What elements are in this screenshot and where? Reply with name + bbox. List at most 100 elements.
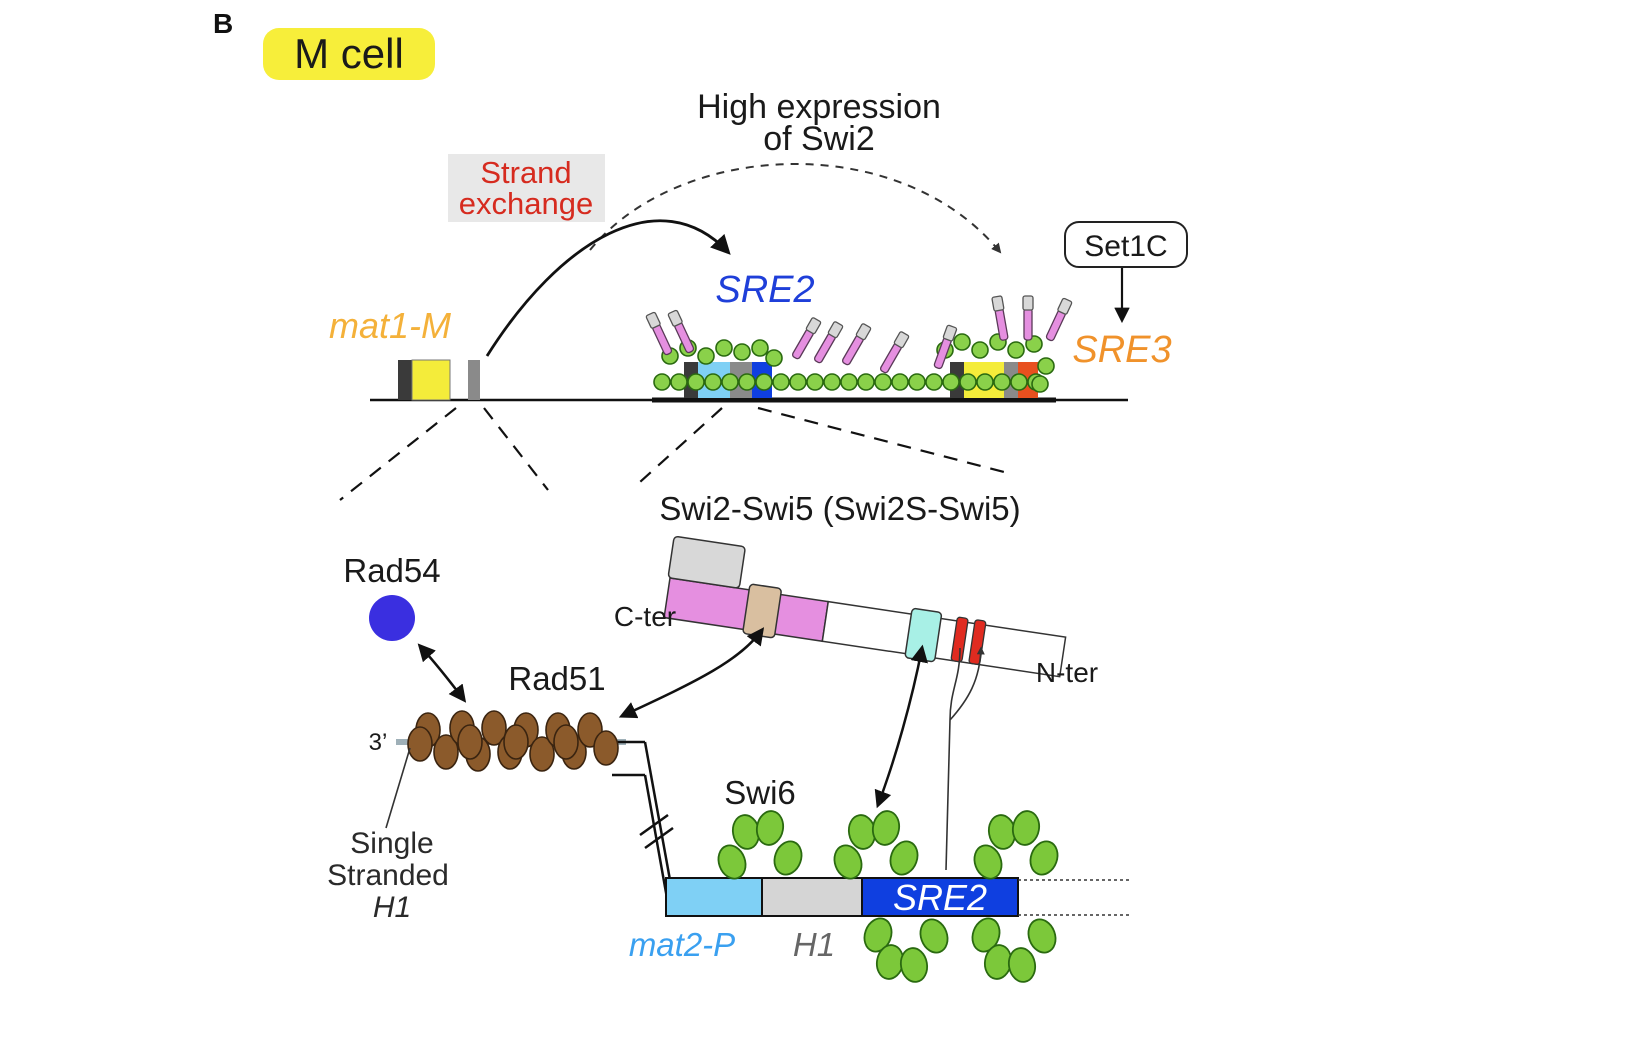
rad51-monomer <box>503 724 529 760</box>
swi6-bead <box>1037 357 1055 375</box>
swi6-bead <box>772 373 790 391</box>
swi6-subunit <box>863 917 893 953</box>
set1c-label: Set1C <box>1084 230 1167 263</box>
ssdna-label-line3: H1 <box>373 891 411 924</box>
swi6-bead <box>857 373 875 391</box>
swi6-subunit <box>833 844 863 880</box>
rad51-monomer <box>553 724 579 760</box>
swi6-bead <box>925 373 943 391</box>
strand-exchange-line2: exchange <box>459 186 593 221</box>
rad54-rad51-arrow <box>417 643 467 703</box>
rad54-label: Rad54 <box>343 552 440 589</box>
swi6-bead <box>971 341 989 359</box>
swi6-bead <box>1010 373 1028 391</box>
high-expression-line1: High expression <box>697 88 941 126</box>
swi6-bead <box>1007 341 1025 359</box>
set1c-box: Set1C <box>1064 221 1188 268</box>
sre2-top-label: SRE2 <box>715 269 814 311</box>
swi6-bead <box>715 339 733 357</box>
cell-type-badge: M cell <box>263 28 435 80</box>
swi6-subunit <box>755 810 785 846</box>
rad51-monomer <box>433 734 459 770</box>
swi6-bead <box>704 373 722 391</box>
swi6-subunit <box>717 844 747 880</box>
swi6-bead <box>959 373 977 391</box>
high-expression-dashed-arrow <box>589 163 1002 254</box>
donor-dna <box>639 741 1132 917</box>
strand-exchange-box: Strand exchange <box>448 154 605 222</box>
strand-exchange-line1: Strand <box>480 155 571 190</box>
swi6-subunit <box>899 947 929 983</box>
swi2-swi5-label: Swi2-Swi5 (Swi2S-Swi5) <box>659 490 1020 527</box>
swi6-bead <box>942 373 960 391</box>
swi6-bead <box>874 373 892 391</box>
swi6-bead <box>738 373 756 391</box>
swi6-dimers-bottom <box>717 810 1059 983</box>
zoom-lines <box>339 406 1005 501</box>
swi6-bead <box>765 349 783 367</box>
rad51-monomer <box>481 710 507 746</box>
rad51-monomer <box>457 724 483 760</box>
swi2-brush <box>840 322 872 367</box>
ssdna-pointer <box>385 747 411 829</box>
swi6-bead <box>733 343 751 361</box>
high-expression-line2: of Swi2 <box>763 120 875 158</box>
swi6-bead <box>670 373 688 391</box>
swi6-subunit <box>1029 840 1059 876</box>
swi6-bead <box>840 373 858 391</box>
sre2-swi2-arrows <box>945 648 981 871</box>
swi6-subunit <box>1007 947 1037 983</box>
swi6-bead <box>653 373 671 391</box>
swi6-bead <box>823 373 841 391</box>
swi6-bead <box>953 333 971 351</box>
swi6-bead <box>993 373 1011 391</box>
swi6-bead <box>976 373 994 391</box>
swi6-subunit <box>773 840 803 876</box>
mat1-m-locus <box>398 359 480 401</box>
rad54-protein <box>369 595 415 641</box>
mat1-m-label: mat1-M <box>329 305 451 346</box>
strand-exchange-arrow <box>485 219 731 357</box>
swi6-subunit <box>919 918 949 954</box>
ssdna-label-line2: Stranded <box>327 859 449 892</box>
mat2-p-label: mat2-P <box>629 926 735 963</box>
swi6-bead <box>755 373 773 391</box>
swi2-brush <box>1043 297 1073 343</box>
sre2-bottom-label: SRE2 <box>893 877 987 918</box>
swi6-bead <box>721 373 739 391</box>
swi6-swi2-arrow <box>874 644 928 809</box>
rad51-filament <box>396 710 645 777</box>
swi6-subunit <box>1011 810 1041 846</box>
sre3-label: SRE3 <box>1072 329 1171 371</box>
rad51-monomer <box>407 726 433 762</box>
swi6-bead <box>908 373 926 391</box>
swi6-bead <box>891 373 909 391</box>
swi6-label: Swi6 <box>724 774 796 811</box>
ssdna-label-line1: Single <box>350 827 433 860</box>
swi6-bead <box>806 373 824 391</box>
n-ter-label: N-ter <box>1036 657 1098 688</box>
h1-label: H1 <box>793 926 835 963</box>
rad51-swi2-arrow <box>618 627 765 719</box>
swi6-subunit <box>871 810 901 846</box>
swi6-bead <box>751 339 769 357</box>
cell-type-label: M cell <box>294 30 404 77</box>
rad51-monomer <box>529 736 555 772</box>
swi2-protein <box>663 535 1067 678</box>
swi6-bead <box>697 347 715 365</box>
panel-letter: B <box>213 8 233 39</box>
swi6-subunit <box>973 844 1003 880</box>
swi6-bead <box>687 373 705 391</box>
c-ter-label: C-ter <box>614 601 676 632</box>
swi6-subunit <box>971 917 1001 953</box>
swi6-subunit <box>1027 918 1057 954</box>
swi6-bead <box>789 373 807 391</box>
swi6-subunit <box>889 840 919 876</box>
swi6-bead <box>1031 375 1049 393</box>
three-prime-label: 3’ <box>369 729 388 756</box>
swi2-brush <box>878 330 910 375</box>
rad51-monomer <box>593 730 619 766</box>
rad51-label: Rad51 <box>508 660 605 697</box>
swi2-brush <box>1022 295 1034 341</box>
